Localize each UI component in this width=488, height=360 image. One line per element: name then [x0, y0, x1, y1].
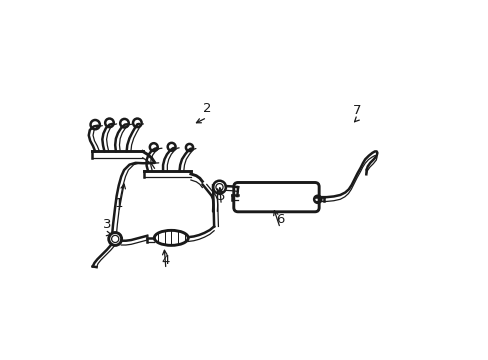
Text: 5: 5	[217, 190, 225, 203]
Text: 4: 4	[162, 254, 170, 267]
Text: 6: 6	[275, 213, 284, 226]
Text: 3: 3	[102, 218, 111, 231]
Text: 1: 1	[114, 197, 123, 210]
Text: 2: 2	[203, 102, 211, 115]
Text: 7: 7	[352, 104, 361, 117]
